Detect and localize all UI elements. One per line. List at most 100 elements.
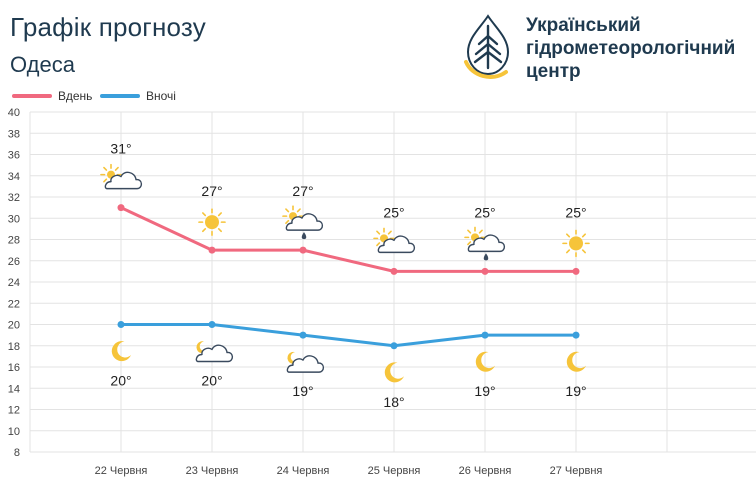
sun-icon [198, 208, 226, 236]
data-point-day [390, 267, 398, 275]
rain-drop [483, 253, 489, 261]
y-tick-label: 14 [8, 383, 20, 395]
moon-shape [196, 341, 208, 354]
sun-ray [566, 249, 571, 254]
legend-swatch-day [12, 94, 52, 98]
data-label-day: 25° [383, 204, 404, 220]
sun-disc [205, 215, 219, 230]
y-tick-label: 32 [8, 192, 20, 204]
y-tick-label: 16 [8, 362, 20, 374]
data-point-night [572, 331, 580, 339]
cloud-shape [286, 355, 325, 373]
organization-logo: Український гідрометеорологічний центр [462, 14, 752, 82]
sun-ray [387, 230, 392, 235]
sun-cloud-icon [100, 163, 143, 190]
data-label-day: 31° [110, 141, 131, 157]
data-label-night: 20° [201, 373, 222, 389]
moon-shape [111, 341, 131, 362]
moon-icon [566, 351, 586, 372]
data-label-night: 20° [110, 373, 131, 389]
y-tick-label: 10 [8, 426, 20, 438]
sun-ray [376, 242, 381, 247]
legend-label-day: Вдень [58, 89, 93, 103]
moon-icon [111, 341, 131, 362]
logo-text: Український гідрометеорологічний центр [526, 15, 736, 82]
x-tick-label: 22 Червня [95, 465, 148, 477]
cloud-shape [377, 235, 416, 254]
data-label-day: 25° [565, 204, 586, 220]
sun-ray [581, 233, 586, 238]
moon-shape [287, 351, 299, 364]
moon-icon [475, 351, 495, 372]
x-tick-label: 26 Червня [459, 465, 512, 477]
data-point-night [208, 321, 216, 328]
data-label-night: 19° [474, 383, 495, 399]
data-point-day [117, 204, 125, 212]
data-point-day [299, 246, 307, 254]
data-label-night: 18° [383, 394, 404, 410]
data-label-day: 27° [292, 183, 313, 199]
y-tick-label: 20 [8, 320, 20, 332]
cloud-shape [195, 344, 234, 363]
city-name: Одеса [10, 52, 75, 77]
y-tick-label: 26 [8, 256, 20, 268]
x-tick-label: 25 Червня [368, 465, 421, 477]
data-point-day [208, 246, 216, 254]
grid-lines: 8 10 12 14 16 18 20 22 24 26 28 30 32 34 36 38 40 [8, 107, 756, 459]
sun-ray [285, 219, 290, 224]
page-title: Графік прогнозу [10, 12, 206, 42]
moon-cloud-icon [286, 351, 325, 373]
moon-shape [475, 351, 495, 372]
y-tick-label: 8 [14, 447, 20, 459]
y-tick-label: 24 [8, 277, 20, 289]
sun-ray [467, 241, 472, 246]
data-point-night [299, 331, 307, 339]
y-tick-label: 28 [8, 235, 20, 247]
y-tick-label: 18 [8, 341, 20, 353]
sun-cloud-rain-icon [464, 226, 506, 261]
sun-ray [566, 233, 571, 238]
sun-cloud-rain-icon [282, 205, 324, 240]
sun-ray [103, 178, 108, 183]
data-label-day: 27° [201, 183, 222, 199]
cloud-shape [285, 213, 324, 231]
x-tick-label: 23 Червня [186, 465, 239, 477]
x-tick-label: 27 Червня [550, 465, 603, 477]
x-tick-label: 24 Червня [277, 465, 330, 477]
cloud-shape [104, 171, 143, 190]
sun-icon [562, 229, 590, 258]
moon-cloud-icon [195, 341, 234, 363]
sun-ray [478, 229, 483, 234]
data-label-night: 19° [565, 383, 586, 399]
y-tick-label: 22 [8, 298, 20, 310]
y-tick-label: 38 [8, 128, 20, 140]
rain-drop [301, 232, 307, 240]
sun-ray [376, 230, 381, 235]
moon-shape [566, 351, 586, 372]
cloud-shape [467, 234, 506, 253]
y-tick-label: 34 [8, 171, 20, 183]
sun-ray [285, 208, 290, 213]
data-point-day [481, 267, 489, 275]
data-label-day: 25° [474, 204, 495, 220]
sun-rays [198, 208, 226, 236]
y-tick-label: 30 [8, 213, 20, 225]
sun-ray [581, 249, 586, 254]
sun-rays [562, 229, 590, 258]
data-point-night [390, 342, 398, 350]
y-tick-label: 40 [8, 107, 20, 119]
sun-cloud-icon [373, 227, 416, 254]
sun-ray [103, 166, 108, 171]
sun-disc [569, 236, 583, 251]
legend-label-night: Вночі [146, 89, 176, 103]
data-point-day [572, 267, 580, 275]
moon-shape [384, 362, 404, 383]
y-tick-label: 12 [8, 405, 20, 417]
y-tick-label: 36 [8, 150, 20, 162]
series-line-night [121, 323, 576, 348]
sun-ray [217, 228, 222, 233]
sun-ray [202, 212, 207, 217]
hydromet-logo-icon [464, 14, 510, 79]
sun-ray [467, 229, 472, 234]
sun-ray [202, 228, 207, 233]
